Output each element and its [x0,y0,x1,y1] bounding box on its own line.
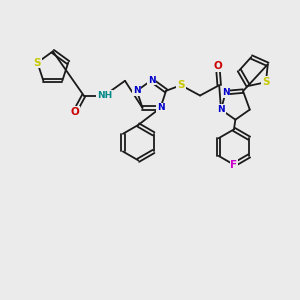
Text: F: F [230,160,238,170]
Text: NH: NH [97,91,112,100]
Text: N: N [133,86,141,95]
Text: N: N [157,103,164,112]
Text: S: S [262,77,270,87]
Text: N: N [217,105,225,114]
Text: S: S [34,58,41,68]
Text: O: O [70,107,79,117]
Text: O: O [213,61,222,71]
Text: N: N [222,88,230,97]
Text: N: N [148,76,155,85]
Text: S: S [177,80,185,90]
